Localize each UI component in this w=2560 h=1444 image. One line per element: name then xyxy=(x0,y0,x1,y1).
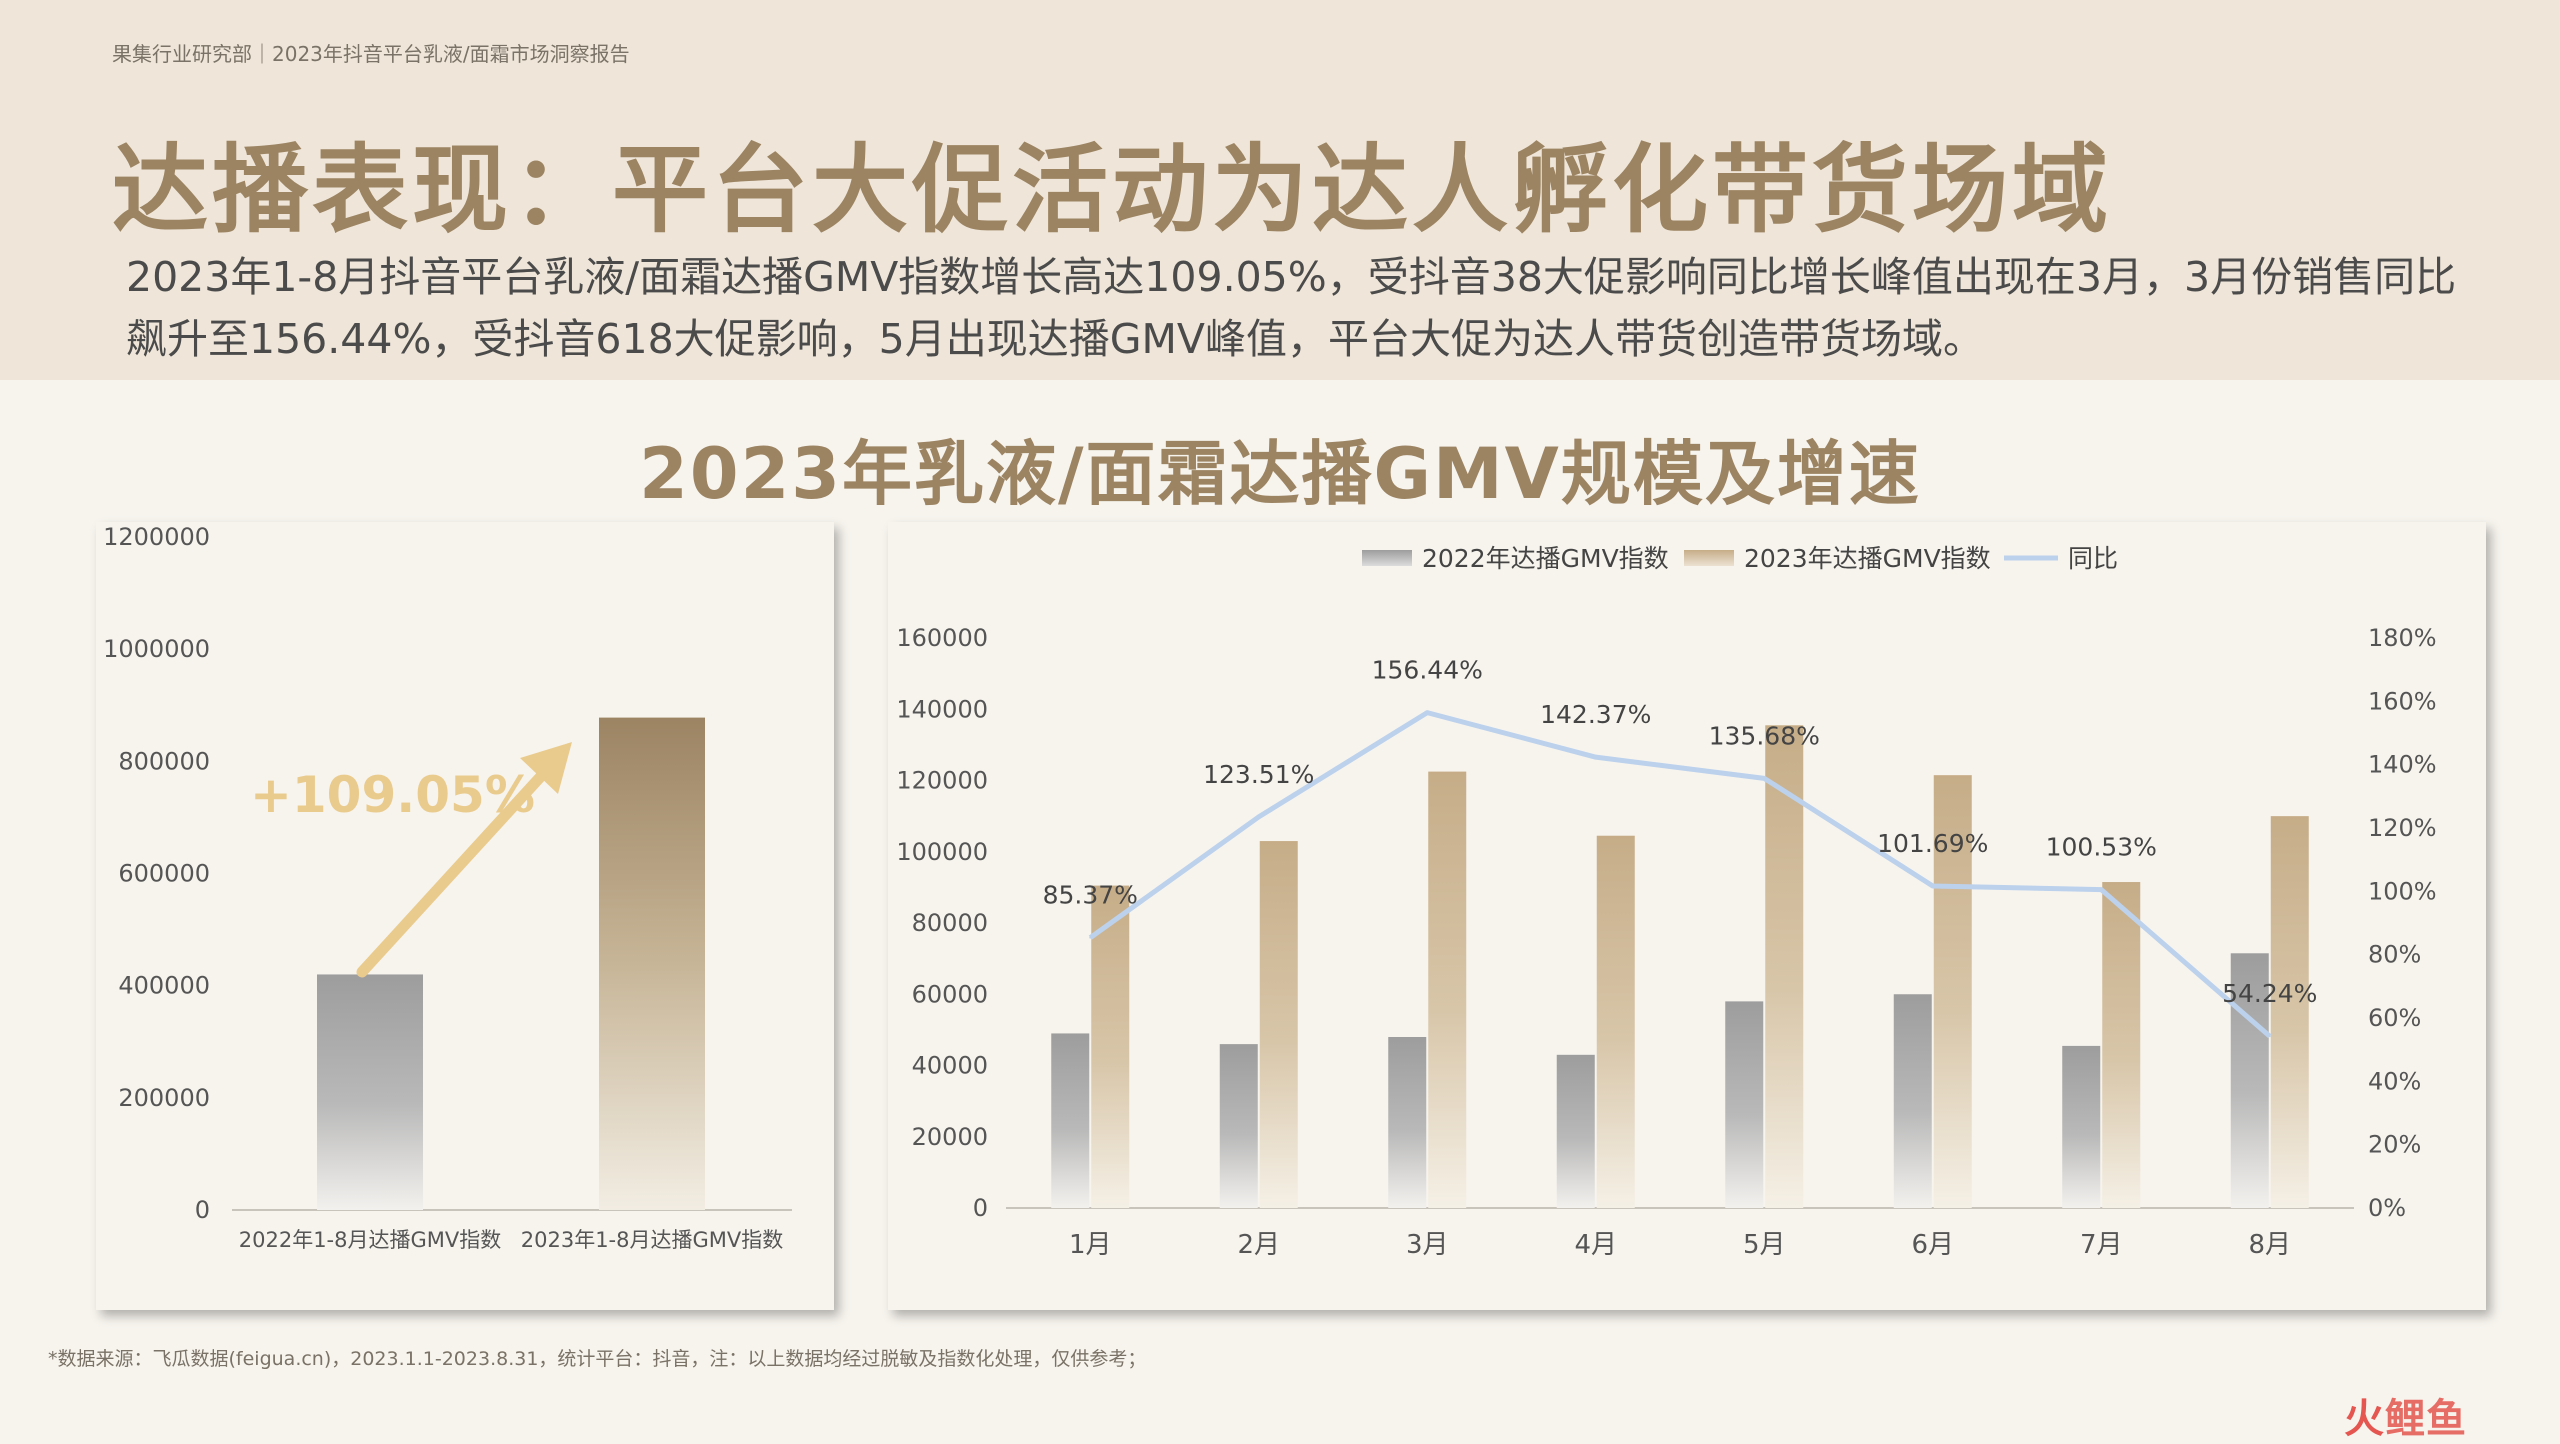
yoy-data-label: 100.53% xyxy=(2046,833,2157,862)
logo-text-fire: 火 xyxy=(2344,1396,2385,1442)
right-y-tick-label: 160000 xyxy=(896,624,988,652)
bar-2022-7 xyxy=(2062,1045,2101,1208)
left-y-tick-label: 600000 xyxy=(118,860,210,888)
header-band xyxy=(0,0,2560,380)
right-y2-tick-label: 120% xyxy=(2368,814,2437,842)
right-y-tick-label: 80000 xyxy=(912,909,988,937)
bar-2023-6 xyxy=(1933,775,1972,1208)
right-x-tick-label: 7月 xyxy=(2080,1230,2123,1260)
right-x-tick-label: 1月 xyxy=(1069,1230,1112,1260)
yoy-data-label: 101.69% xyxy=(1877,829,1988,858)
right-y-tick-label: 120000 xyxy=(896,767,988,795)
growth-arrow-head xyxy=(520,742,572,794)
yoy-data-label: 156.44% xyxy=(1372,656,1483,685)
left-y-tick-label: 1000000 xyxy=(103,635,210,663)
yoy-point-2 xyxy=(1257,815,1260,818)
right-y2-tick-label: 20% xyxy=(2368,1131,2421,1159)
left-y-tick-label: 200000 xyxy=(118,1084,210,1112)
summary-text: 2023年1-8月抖音平台乳液/面霜达播GMV指数增长高达109.05%，受抖音… xyxy=(126,253,2457,363)
right-x-tick-label: 6月 xyxy=(1911,1230,1954,1260)
right-y2-tick-label: 60% xyxy=(2368,1004,2421,1032)
yoy-point-1 xyxy=(1089,936,1092,939)
brand-logo: 火鲤鱼 xyxy=(2344,1386,2467,1444)
bar-2022-8 xyxy=(2230,953,2269,1208)
yoy-data-label: 142.37% xyxy=(1540,700,1651,729)
bar-2022-5 xyxy=(1725,1001,1764,1208)
yoy-point-7 xyxy=(2100,888,2103,891)
yoy-data-label: 135.68% xyxy=(1709,721,1820,750)
legend-swatch-2023 xyxy=(1684,550,1734,566)
right-y2-tick-label: 180% xyxy=(2368,624,2437,652)
data-source-footnote: *数据来源：飞瓜数据(feigua.cn)，2023.1.1-2023.8.31… xyxy=(48,1348,1147,1370)
bar-2022-1 xyxy=(1051,1033,1090,1208)
right-y-tick-label: 0 xyxy=(973,1194,988,1222)
page-title: 达播表现：平台大促活动为达人孵化带货场域 xyxy=(112,134,2112,246)
yoy-point-4 xyxy=(1594,756,1597,759)
growth-arrow-shaft xyxy=(356,756,560,978)
yoy-point-5 xyxy=(1763,777,1766,780)
right-x-tick-label: 5月 xyxy=(1743,1230,1786,1260)
growth-annotation: +109.05% xyxy=(250,766,535,824)
right-y-tick-label: 60000 xyxy=(912,980,988,1008)
chart-title: 2023年乳液/面霜达播GMV规模及增速 xyxy=(639,433,1921,515)
bar-2022-2 xyxy=(1219,1044,1258,1208)
yoy-data-label: 123.51% xyxy=(1203,760,1314,789)
bar-2023-5 xyxy=(1765,725,1804,1208)
legend-swatch-2022 xyxy=(1362,550,1412,566)
bar-2023-1 xyxy=(1091,885,1130,1208)
left-x-tick-label: 2023年1-8月达播GMV指数 xyxy=(521,1228,784,1252)
legend-label-2022: 2022年达播GMV指数 xyxy=(1422,544,1669,573)
bar-2023-7 xyxy=(2102,882,2141,1208)
yoy-data-label: 54.24% xyxy=(2222,979,2317,1008)
bar-2022-3 xyxy=(1388,1037,1427,1208)
yoy-point-8 xyxy=(2268,1035,2271,1038)
right-y2-tick-label: 160% xyxy=(2368,687,2437,715)
right-y2-tick-label: 80% xyxy=(2368,941,2421,969)
right-x-tick-label: 8月 xyxy=(2248,1230,2291,1260)
bar-2023-2 xyxy=(1259,841,1298,1208)
right-y-tick-label: 20000 xyxy=(912,1123,988,1151)
yoy-point-6 xyxy=(1931,884,1934,887)
right-x-tick-label: 2月 xyxy=(1237,1230,1280,1260)
right-y-tick-label: 100000 xyxy=(896,838,988,866)
right-y2-tick-label: 40% xyxy=(2368,1067,2421,1095)
bar-2022-6 xyxy=(1893,994,1932,1208)
yoy-point-3 xyxy=(1426,711,1429,714)
legend-label-yoy: 同比 xyxy=(2068,544,2118,573)
monthly-gmv-chart-panel xyxy=(888,522,2486,1310)
left-y-tick-label: 1200000 xyxy=(103,523,210,551)
right-x-tick-label: 3月 xyxy=(1406,1230,1449,1260)
right-y-tick-label: 140000 xyxy=(896,695,988,723)
right-x-tick-label: 4月 xyxy=(1574,1230,1617,1260)
bar-2022-4 xyxy=(1556,1054,1595,1208)
left-y-tick-label: 400000 xyxy=(118,972,210,1000)
left-x-tick-label: 2022年1-8月达播GMV指数 xyxy=(239,1228,502,1252)
bar-2023-4 xyxy=(1596,835,1635,1208)
total-gmv-chart-panel xyxy=(96,522,834,1310)
bar-2023-3 xyxy=(1428,771,1467,1208)
right-y-tick-label: 40000 xyxy=(912,1052,988,1080)
yoy-line xyxy=(1088,710,2272,1039)
logo-text-fish: 鲤鱼 xyxy=(2385,1396,2467,1442)
legend-label-2023: 2023年达播GMV指数 xyxy=(1744,544,1991,573)
bar-2023-8 xyxy=(2270,816,2309,1208)
breadcrumb: 果集行业研究部｜2023年抖音平台乳液/面霜市场洞察报告 xyxy=(112,42,630,66)
left-bar-2 xyxy=(599,717,705,1210)
right-y2-tick-label: 100% xyxy=(2368,877,2437,905)
left-y-tick-label: 800000 xyxy=(118,747,210,775)
right-y2-tick-label: 0% xyxy=(2368,1194,2406,1222)
left-bar-1 xyxy=(317,974,423,1210)
left-y-tick-label: 0 xyxy=(195,1196,210,1224)
right-y2-tick-label: 140% xyxy=(2368,751,2437,779)
yoy-data-label: 85.37% xyxy=(1043,881,1138,910)
